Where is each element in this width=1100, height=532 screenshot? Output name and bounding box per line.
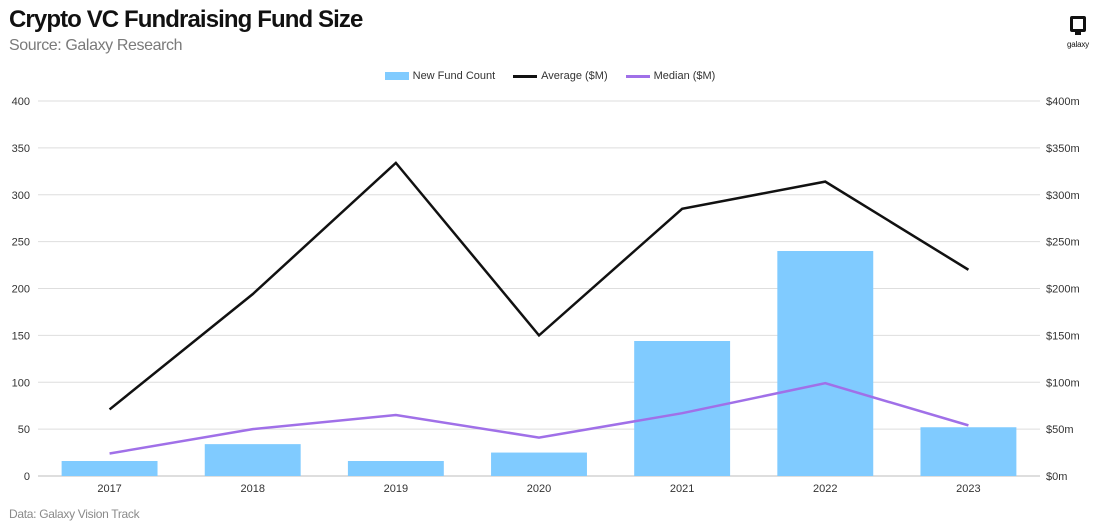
logo-text: galaxy: [1067, 40, 1089, 49]
x-tick-label: 2020: [527, 483, 551, 495]
y-left-tick-label: 200: [12, 284, 30, 296]
x-tick-label: 2023: [956, 483, 980, 495]
legend-item-median: Median ($M): [625, 70, 716, 82]
y-left-tick-label: 100: [12, 377, 30, 389]
median-line: [109, 381, 969, 455]
bar: [920, 427, 1017, 476]
bar: [777, 251, 874, 476]
y-left-tick-label: 250: [12, 237, 30, 249]
x-tick-label: 2017: [97, 483, 121, 495]
chart-subtitle: Source: Galaxy Research: [9, 37, 183, 54]
legend-swatch-fund-count: [384, 72, 409, 80]
bar: [204, 444, 301, 476]
y-right-tick-label: $150m: [1046, 330, 1080, 342]
y-left-tick-label: 50: [18, 424, 30, 436]
y-left-tick-label: 0: [24, 471, 30, 483]
y-right-tick-label: $200m: [1046, 284, 1080, 296]
legend-label-median: Median ($M): [653, 70, 716, 82]
bar: [61, 461, 158, 476]
legend-item-average: Average ($M): [513, 70, 608, 82]
y-right-tick-label: $350m: [1046, 143, 1080, 155]
galaxy-logo-icon: [1070, 16, 1086, 35]
y-left-tick-label: 400: [12, 96, 30, 108]
x-tick-label: 2019: [384, 483, 408, 495]
data-source-note: Data: Galaxy Vision Track: [9, 507, 140, 521]
y-left-tick-label: 300: [12, 190, 30, 202]
legend-item-fund-count: New Fund Count: [384, 70, 496, 82]
x-tick-label: 2022: [813, 483, 837, 495]
y-right-tick-label: $50m: [1046, 424, 1074, 436]
chart-title: Crypto VC Fundraising Fund Size: [9, 6, 363, 33]
x-tick-label: 2021: [670, 483, 694, 495]
y-left-tick-label: 150: [12, 330, 30, 342]
y-right-tick-label: $100m: [1046, 377, 1080, 389]
average-line: [108, 161, 970, 411]
y-right-tick-label: $250m: [1046, 237, 1080, 249]
x-tick-label: 2018: [240, 483, 264, 495]
bar: [347, 461, 444, 476]
y-left-tick-label: 350: [12, 143, 30, 155]
bar: [491, 452, 587, 476]
legend-label-average: Average ($M): [541, 70, 608, 82]
legend-swatch-median: [625, 74, 650, 78]
y-right-tick-label: $300m: [1046, 190, 1080, 202]
legend-swatch-average: [513, 74, 538, 78]
legend-label-fund-count: New Fund Count: [412, 70, 496, 82]
bar: [634, 341, 731, 476]
galaxy-logo: galaxy: [1063, 13, 1095, 53]
y-right-tick-label: $0m: [1046, 471, 1067, 483]
y-right-tick-label: $400m: [1046, 96, 1080, 108]
chart-legend: New Fund Count Average ($M) Median ($M): [0, 70, 1100, 82]
